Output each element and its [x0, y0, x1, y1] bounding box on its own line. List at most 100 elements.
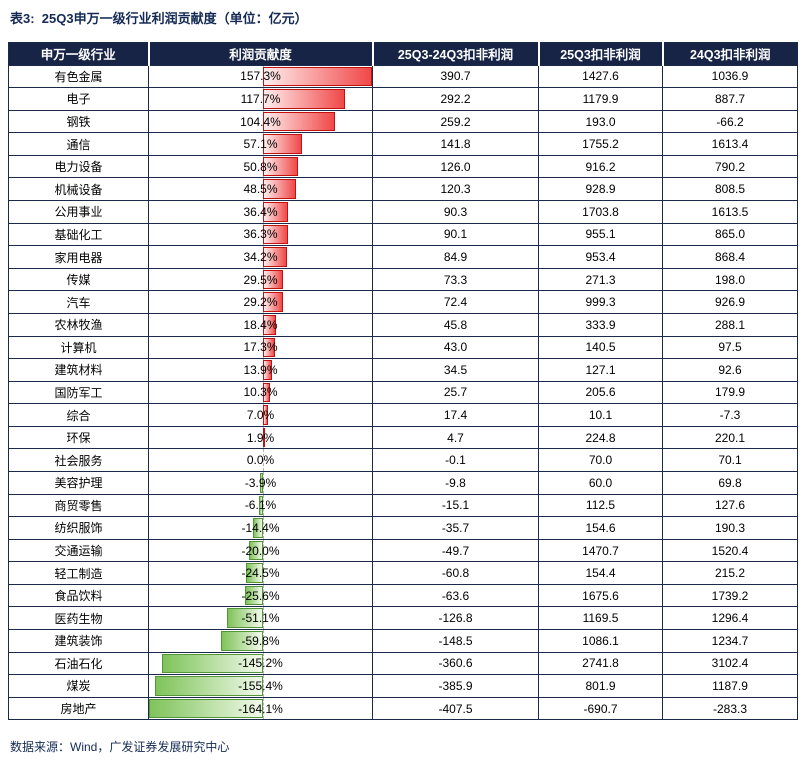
value-profit-24q3: 215.2 — [662, 561, 798, 585]
contribution-label: 36.3% — [243, 227, 278, 242]
value-profit-25q3: 1427.6 — [538, 64, 663, 89]
value-profit-25q3: 193.0 — [538, 109, 663, 134]
value-profit-diff: -49.7 — [372, 538, 539, 563]
value-profit-diff: -360.6 — [372, 651, 539, 676]
industry-name: 轻工制造 — [8, 561, 149, 585]
industry-name: 综合 — [8, 403, 149, 427]
value-profit-25q3: 1086.1 — [538, 629, 663, 653]
contribution-bar — [262, 179, 297, 200]
contribution-bar — [262, 427, 265, 448]
contribution-bar-cell: -145.2% — [148, 651, 373, 676]
table-row: 通信 57.1% 141.8 1755.2 1613.4 — [8, 132, 798, 156]
value-profit-diff: 72.4 — [372, 290, 539, 314]
industry-name: 食品饮料 — [8, 583, 149, 608]
contribution-bar-cell: 48.5% — [148, 177, 373, 202]
industry-name: 机械设备 — [8, 177, 149, 202]
value-profit-25q3: 154.4 — [538, 561, 663, 585]
table-body: 有色金属 157.3% 390.7 1427.6 1036.9 电子 117.7% 292.2… — [8, 64, 798, 721]
contribution-label: 48.5% — [243, 182, 278, 197]
contribution-label: 34.2% — [243, 250, 278, 264]
header-row: 申万一级行业 利润贡献度 25Q3-24Q3扣非利润 25Q3扣非利润 24Q3… — [8, 42, 798, 66]
value-profit-diff: 43.0 — [372, 335, 539, 360]
value-profit-25q3: 1703.8 — [538, 200, 663, 224]
value-profit-24q3: 1613.5 — [662, 200, 798, 224]
value-profit-25q3: 916.2 — [538, 154, 663, 179]
table-row: 轻工制造 -24.5% -60.8 154.4 215.2 — [8, 561, 798, 585]
value-profit-diff: 84.9 — [372, 245, 539, 269]
contribution-label: -145.2% — [238, 656, 283, 671]
table-row: 基础化工 36.3% 90.1 955.1 865.0 — [8, 222, 798, 247]
contribution-label: 29.2% — [243, 295, 278, 310]
table-row: 计算机 17.3% 43.0 140.5 97.5 — [8, 335, 798, 360]
table-row: 美容护理 -3.9% -9.8 60.0 69.8 — [8, 471, 798, 495]
contribution-bar — [252, 518, 263, 538]
contribution-bar-cell: 0.0% — [148, 448, 373, 472]
table-row: 有色金属 157.3% 390.7 1427.6 1036.9 — [8, 64, 798, 89]
contribution-bar-cell: -155.4% — [148, 674, 373, 698]
value-profit-diff: 292.2 — [372, 87, 539, 111]
contribution-bar — [262, 224, 289, 245]
value-profit-24q3: 1739.2 — [662, 583, 798, 608]
value-profit-diff: -15.1 — [372, 493, 539, 518]
industry-name: 建筑装饰 — [8, 629, 149, 653]
industry-name: 家用电器 — [8, 245, 149, 269]
value-profit-24q3: 3102.4 — [662, 651, 798, 676]
contribution-label: 0.0% — [246, 453, 275, 468]
contribution-bar — [258, 495, 263, 516]
contribution-bar — [245, 563, 263, 583]
value-profit-diff: -148.5 — [372, 629, 539, 653]
value-profit-diff: 126.0 — [372, 154, 539, 179]
value-profit-24q3: 70.1 — [662, 448, 798, 472]
table-row: 煤炭 -155.4% -385.9 801.9 1187.9 — [8, 674, 798, 698]
value-profit-24q3: 190.3 — [662, 516, 798, 540]
contribution-label: 10.3% — [243, 385, 278, 400]
table-row: 纺织服饰 -14.4% -35.7 154.6 190.3 — [8, 516, 798, 540]
industry-name: 传媒 — [8, 267, 149, 292]
industry-name: 社会服务 — [8, 448, 149, 472]
contribution-bar-cell: 104.4% — [148, 109, 373, 134]
contribution-label: -155.4% — [238, 678, 283, 693]
value-profit-25q3: 1675.6 — [538, 583, 663, 608]
data-source-note: 数据来源：Wind，广发证券发展研究中心 — [10, 740, 230, 754]
value-profit-24q3: 1036.9 — [662, 64, 798, 89]
contribution-label: 104.4% — [240, 114, 281, 129]
contribution-bar-cell: 1.9% — [148, 425, 373, 450]
value-profit-24q3: -7.3 — [662, 403, 798, 427]
table-row: 电子 117.7% 292.2 1179.9 887.7 — [8, 87, 798, 111]
contribution-label: -59.8% — [241, 633, 280, 648]
industry-name: 纺织服饰 — [8, 516, 149, 540]
contribution-bar-cell: -25.6% — [148, 583, 373, 608]
value-profit-24q3: 868.4 — [662, 245, 798, 269]
contribution-bar — [262, 66, 372, 87]
contribution-bar-cell: 57.1% — [148, 132, 373, 156]
contribution-label: -6.1% — [244, 498, 277, 513]
industry-name: 交通运输 — [8, 538, 149, 563]
contribution-bar-cell: 34.2% — [148, 245, 373, 269]
value-profit-25q3: 205.6 — [538, 380, 663, 405]
contribution-bar — [248, 540, 263, 561]
contribution-label: 18.4% — [243, 317, 278, 332]
contribution-label: 50.8% — [243, 159, 278, 174]
contribution-bar — [262, 337, 275, 358]
table-row: 环保 1.9% 4.7 224.8 220.1 — [8, 425, 798, 450]
value-profit-24q3: 926.9 — [662, 290, 798, 314]
value-profit-25q3: 140.5 — [538, 335, 663, 360]
value-profit-24q3: 1296.4 — [662, 606, 798, 631]
value-profit-25q3: 953.4 — [538, 245, 663, 269]
value-profit-diff: -0.1 — [372, 448, 539, 472]
contribution-bar — [162, 653, 263, 674]
contribution-bar-cell: 18.4% — [148, 312, 373, 337]
value-profit-25q3: 1169.5 — [538, 606, 663, 631]
value-profit-diff: 390.7 — [372, 64, 539, 89]
value-profit-diff: 90.3 — [372, 200, 539, 224]
value-profit-25q3: 801.9 — [538, 674, 663, 698]
table-row: 国防军工 10.3% 25.7 205.6 179.9 — [8, 380, 798, 405]
col-header-profit-25q3: 25Q3扣非利润 — [538, 42, 664, 66]
contribution-label: 57.1% — [243, 137, 278, 152]
contribution-label: 13.9% — [243, 362, 278, 377]
contribution-bar-cell: -3.9% — [148, 471, 373, 495]
contribution-bar-cell: 117.7% — [148, 87, 373, 111]
industry-name: 电子 — [8, 87, 149, 111]
value-profit-25q3: 928.9 — [538, 177, 663, 202]
value-profit-diff: 141.8 — [372, 132, 539, 156]
